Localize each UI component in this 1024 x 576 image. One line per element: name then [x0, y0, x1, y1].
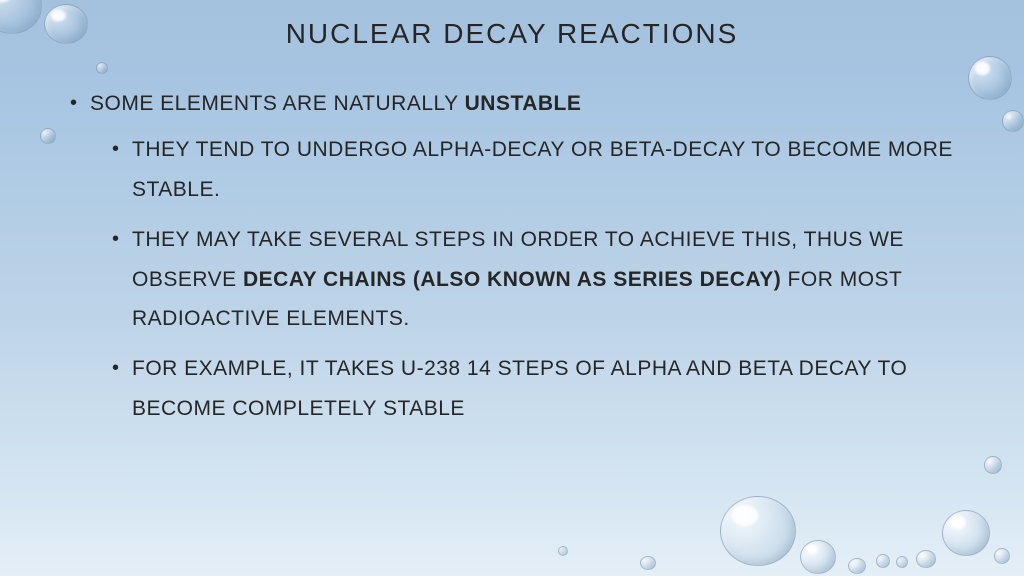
bubble-icon [800, 540, 836, 574]
bubble-icon [720, 496, 796, 566]
bubble-icon [896, 556, 908, 568]
bullet-text: Some elements are naturally [90, 92, 465, 115]
bullet-text: For example, it takes U-238 14 steps of … [132, 357, 907, 420]
bullet-list-outer: Some elements are naturally unstable The… [60, 84, 964, 429]
bubble-icon [558, 546, 568, 556]
slide-title: Nuclear Decay Reactions [60, 18, 964, 50]
bullet-bold: unstable [465, 92, 582, 115]
bullet-level1: Some elements are naturally unstable The… [70, 84, 964, 429]
bubble-icon [96, 62, 108, 74]
bubble-icon [640, 556, 656, 570]
bubble-icon [44, 4, 88, 44]
bullet-level2: They tend to undergo alpha-decay or beta… [112, 130, 964, 210]
bullet-level2: For example, it takes U-238 14 steps of … [112, 349, 964, 429]
slide: Nuclear Decay Reactions Some elements ar… [0, 0, 1024, 576]
bubble-icon [916, 550, 936, 568]
bullet-text: They tend to undergo alpha-decay or beta… [132, 138, 953, 201]
bullet-list-inner: They tend to undergo alpha-decay or beta… [90, 130, 964, 429]
bullet-level2: They may take several steps in order to … [112, 220, 964, 340]
bullet-bold: decay chains (also known as series decay… [243, 268, 781, 291]
bubble-icon [848, 558, 866, 574]
bubble-icon [942, 510, 990, 556]
bubble-icon [1002, 110, 1024, 132]
bubble-icon [984, 456, 1002, 474]
bubble-icon [968, 56, 1012, 100]
bubble-icon [994, 548, 1010, 564]
bubble-icon [40, 128, 56, 144]
bubble-icon [876, 554, 890, 568]
